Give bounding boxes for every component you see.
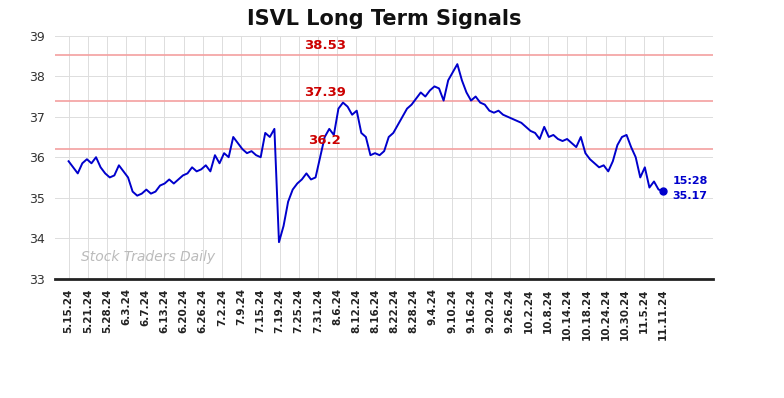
Text: 35.17: 35.17 <box>672 191 707 201</box>
Title: ISVL Long Term Signals: ISVL Long Term Signals <box>247 9 521 29</box>
Text: 36.2: 36.2 <box>308 134 341 147</box>
Text: 15:28: 15:28 <box>672 176 708 186</box>
Text: 37.39: 37.39 <box>303 86 346 99</box>
Text: 38.53: 38.53 <box>303 39 346 53</box>
Text: Stock Traders Daily: Stock Traders Daily <box>82 250 216 264</box>
